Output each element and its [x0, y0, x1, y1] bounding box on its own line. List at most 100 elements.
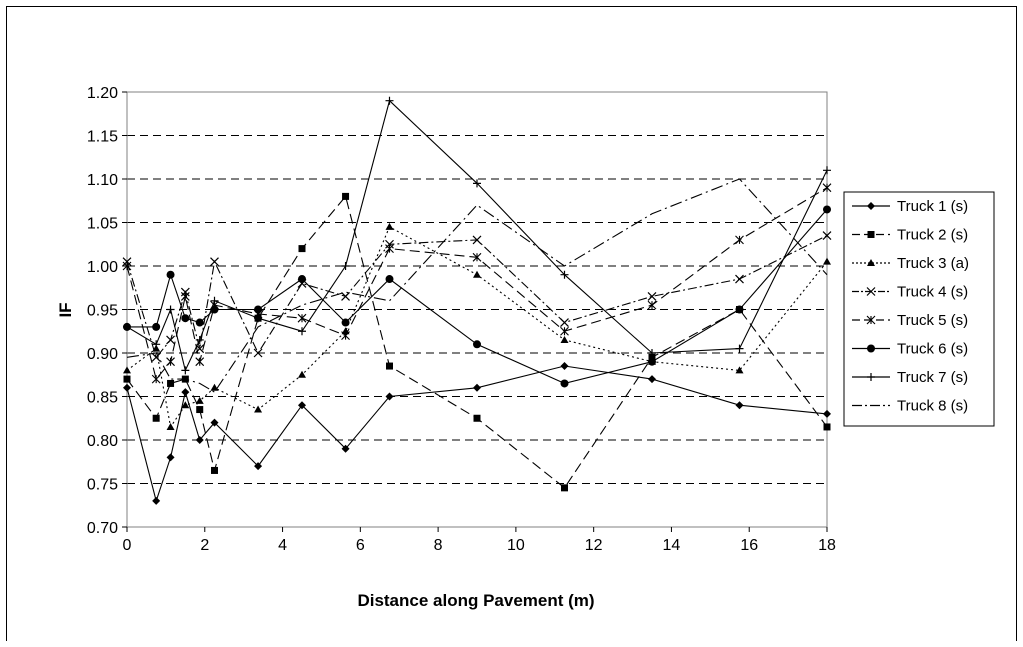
series-line: [126, 235, 828, 359]
y-tick-label: 1.05: [87, 216, 118, 233]
legend-label: Truck 8 (s): [897, 398, 968, 415]
data-point: [385, 275, 394, 284]
data-point: [867, 259, 875, 266]
data-point: [823, 205, 831, 214]
data-point: [560, 270, 569, 279]
y-tick-label: 1.10: [87, 172, 118, 189]
data-point: [181, 314, 190, 323]
data-point: [560, 362, 569, 371]
data-point: [735, 305, 744, 314]
data-point: [254, 462, 263, 471]
series-5: [122, 183, 832, 384]
data-point: [166, 335, 175, 345]
legend-label: Truck 5 (s): [897, 312, 968, 329]
data-point: [866, 315, 876, 325]
y-axis-title: IF: [56, 302, 75, 317]
x-tick-label: 18: [818, 537, 836, 554]
y-tick-label: 1.20: [87, 85, 118, 102]
data-point: [822, 231, 832, 240]
data-point: [648, 357, 656, 366]
data-point: [152, 414, 160, 422]
data-point: [560, 335, 569, 343]
y-tick-label: 0.85: [87, 390, 118, 407]
data-point: [867, 202, 875, 210]
data-point: [473, 340, 481, 349]
data-point: [195, 436, 204, 444]
data-point: [385, 392, 394, 401]
legend-entry: Truck 5 (s): [852, 312, 968, 329]
data-point: [385, 244, 394, 253]
y-tick-label: 0.75: [87, 477, 118, 494]
data-point: [180, 287, 190, 297]
series-line: [127, 209, 828, 384]
y-tick-label: 0.80: [87, 433, 118, 450]
legend-entry: Truck 3 (a): [852, 255, 969, 272]
data-point: [648, 375, 656, 384]
data-point: [152, 340, 161, 349]
legend-label: Truck 2 (s): [897, 227, 968, 244]
x-tick-label: 16: [740, 537, 758, 554]
data-point: [123, 322, 131, 331]
data-point: [822, 183, 832, 193]
data-point: [210, 257, 219, 267]
data-point: [196, 406, 204, 414]
data-point: [152, 322, 161, 331]
data-point: [254, 314, 263, 323]
y-axis: 0.70 0.75 0.80 0.85 0.90 0.95 1.00 1.05 1.10 1.15…: [87, 85, 127, 537]
data-point: [181, 366, 190, 375]
data-point: [473, 414, 481, 422]
series-8: [126, 178, 828, 393]
data-point: [867, 373, 875, 381]
data-point: [122, 261, 132, 271]
data-point: [151, 374, 161, 384]
data-point: [123, 383, 131, 392]
series-4: [122, 231, 832, 362]
data-point: [195, 318, 204, 327]
data-point: [298, 401, 306, 410]
y-tick-label: 1.15: [87, 129, 118, 146]
x-tick-label: 4: [278, 537, 287, 554]
data-point: [298, 327, 306, 336]
data-point: [823, 423, 831, 431]
data-point: [180, 292, 190, 301]
legend-label: Truck 6 (s): [897, 341, 968, 358]
legend-entry: Truck 1 (s): [852, 198, 968, 215]
y-tick-label: 1.00: [87, 259, 118, 276]
data-point: [167, 379, 175, 387]
data-point: [341, 331, 350, 340]
data-point: [181, 401, 190, 409]
data-point: [297, 313, 307, 323]
data-point: [166, 270, 175, 279]
data-point: [341, 292, 350, 301]
data-point: [560, 379, 569, 388]
data-point: [560, 318, 569, 327]
data-point: [823, 409, 831, 418]
data-point: [648, 349, 656, 357]
data-point: [210, 383, 219, 391]
data-point: [867, 231, 875, 238]
series-line: [126, 99, 828, 373]
data-point: [151, 352, 161, 362]
data-point: [735, 401, 744, 410]
data-point: [298, 275, 306, 284]
x-axis-title: Distance along Pavement (m): [357, 591, 594, 610]
data-point: [735, 366, 744, 374]
x-tick-label: 8: [434, 537, 443, 554]
data-point: [254, 305, 263, 314]
legend-entry: Truck 6 (s): [852, 341, 968, 358]
data-point: [386, 362, 393, 370]
data-point: [867, 344, 875, 353]
series-line: [126, 187, 828, 381]
legend-entry: Truck 4 (s): [852, 284, 968, 301]
data-point: [560, 326, 569, 336]
x-tick-label: 0: [123, 537, 132, 554]
y-tick-label: 0.90: [87, 346, 118, 363]
data-point: [866, 287, 876, 296]
data-point: [823, 257, 831, 265]
series-7: [123, 96, 831, 375]
data-point: [254, 405, 263, 413]
legend-label: Truck 4 (s): [897, 284, 968, 301]
data-point: [647, 292, 657, 301]
data-point: [298, 245, 306, 253]
data-point: [181, 388, 190, 397]
